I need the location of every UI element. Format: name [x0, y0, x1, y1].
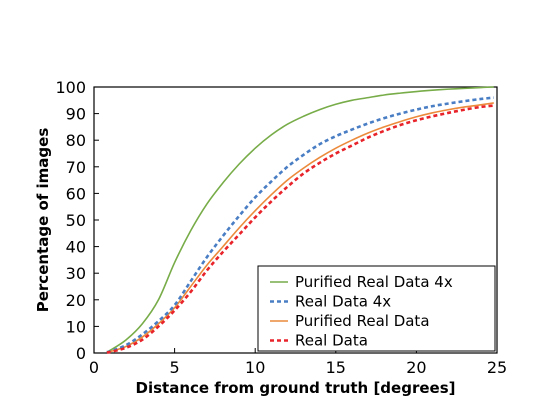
legend-label: Real Data 4x — [295, 293, 391, 311]
legend: Purified Real Data 4x Real Data 4xPurifie… — [257, 265, 496, 352]
y-tick-label: 0 — [76, 344, 86, 363]
x-tick-label: 5 — [170, 358, 180, 377]
series-line-real-data — [106, 104, 494, 354]
y-tick-label: 100 — [55, 78, 86, 97]
y-tick-label: 40 — [66, 238, 86, 257]
y-tick-label: 30 — [66, 264, 86, 283]
x-tick-label: 25 — [487, 358, 507, 377]
legend-label: Purified Real Data — [295, 312, 430, 330]
y-tick-label: 90 — [66, 105, 86, 124]
legend-label: Purified Real Data 4x — [295, 273, 453, 291]
x-axis-ticks: 0 5 10 15 20 25 — [89, 348, 507, 377]
y-tick-label: 60 — [66, 184, 86, 203]
y-tick-label: 10 — [66, 317, 86, 336]
x-tick-label: 15 — [326, 358, 346, 377]
y-tick-label: 50 — [66, 211, 86, 230]
legend-box — [257, 265, 496, 352]
series-line-real-data-4x — [106, 96, 494, 354]
y-axis-ticks: 0 10 20 30 40 50 60 70 80 90 100 — [55, 78, 99, 363]
y-axis-label: Percentage of images — [34, 128, 52, 313]
x-tick-label: 0 — [89, 358, 99, 377]
series-line-purified-real-data — [106, 102, 494, 354]
x-axis-label: Distance from ground truth [degrees] — [136, 379, 456, 397]
legend-label: Real Data — [295, 332, 368, 350]
series-lines — [106, 86, 494, 354]
series-line-purified-real-data-4x — [106, 86, 494, 353]
x-tick-label: 10 — [245, 358, 265, 377]
y-tick-label: 80 — [66, 131, 86, 150]
x-tick-label: 20 — [406, 358, 426, 377]
y-tick-label: 70 — [66, 158, 86, 177]
y-tick-label: 20 — [66, 291, 86, 310]
